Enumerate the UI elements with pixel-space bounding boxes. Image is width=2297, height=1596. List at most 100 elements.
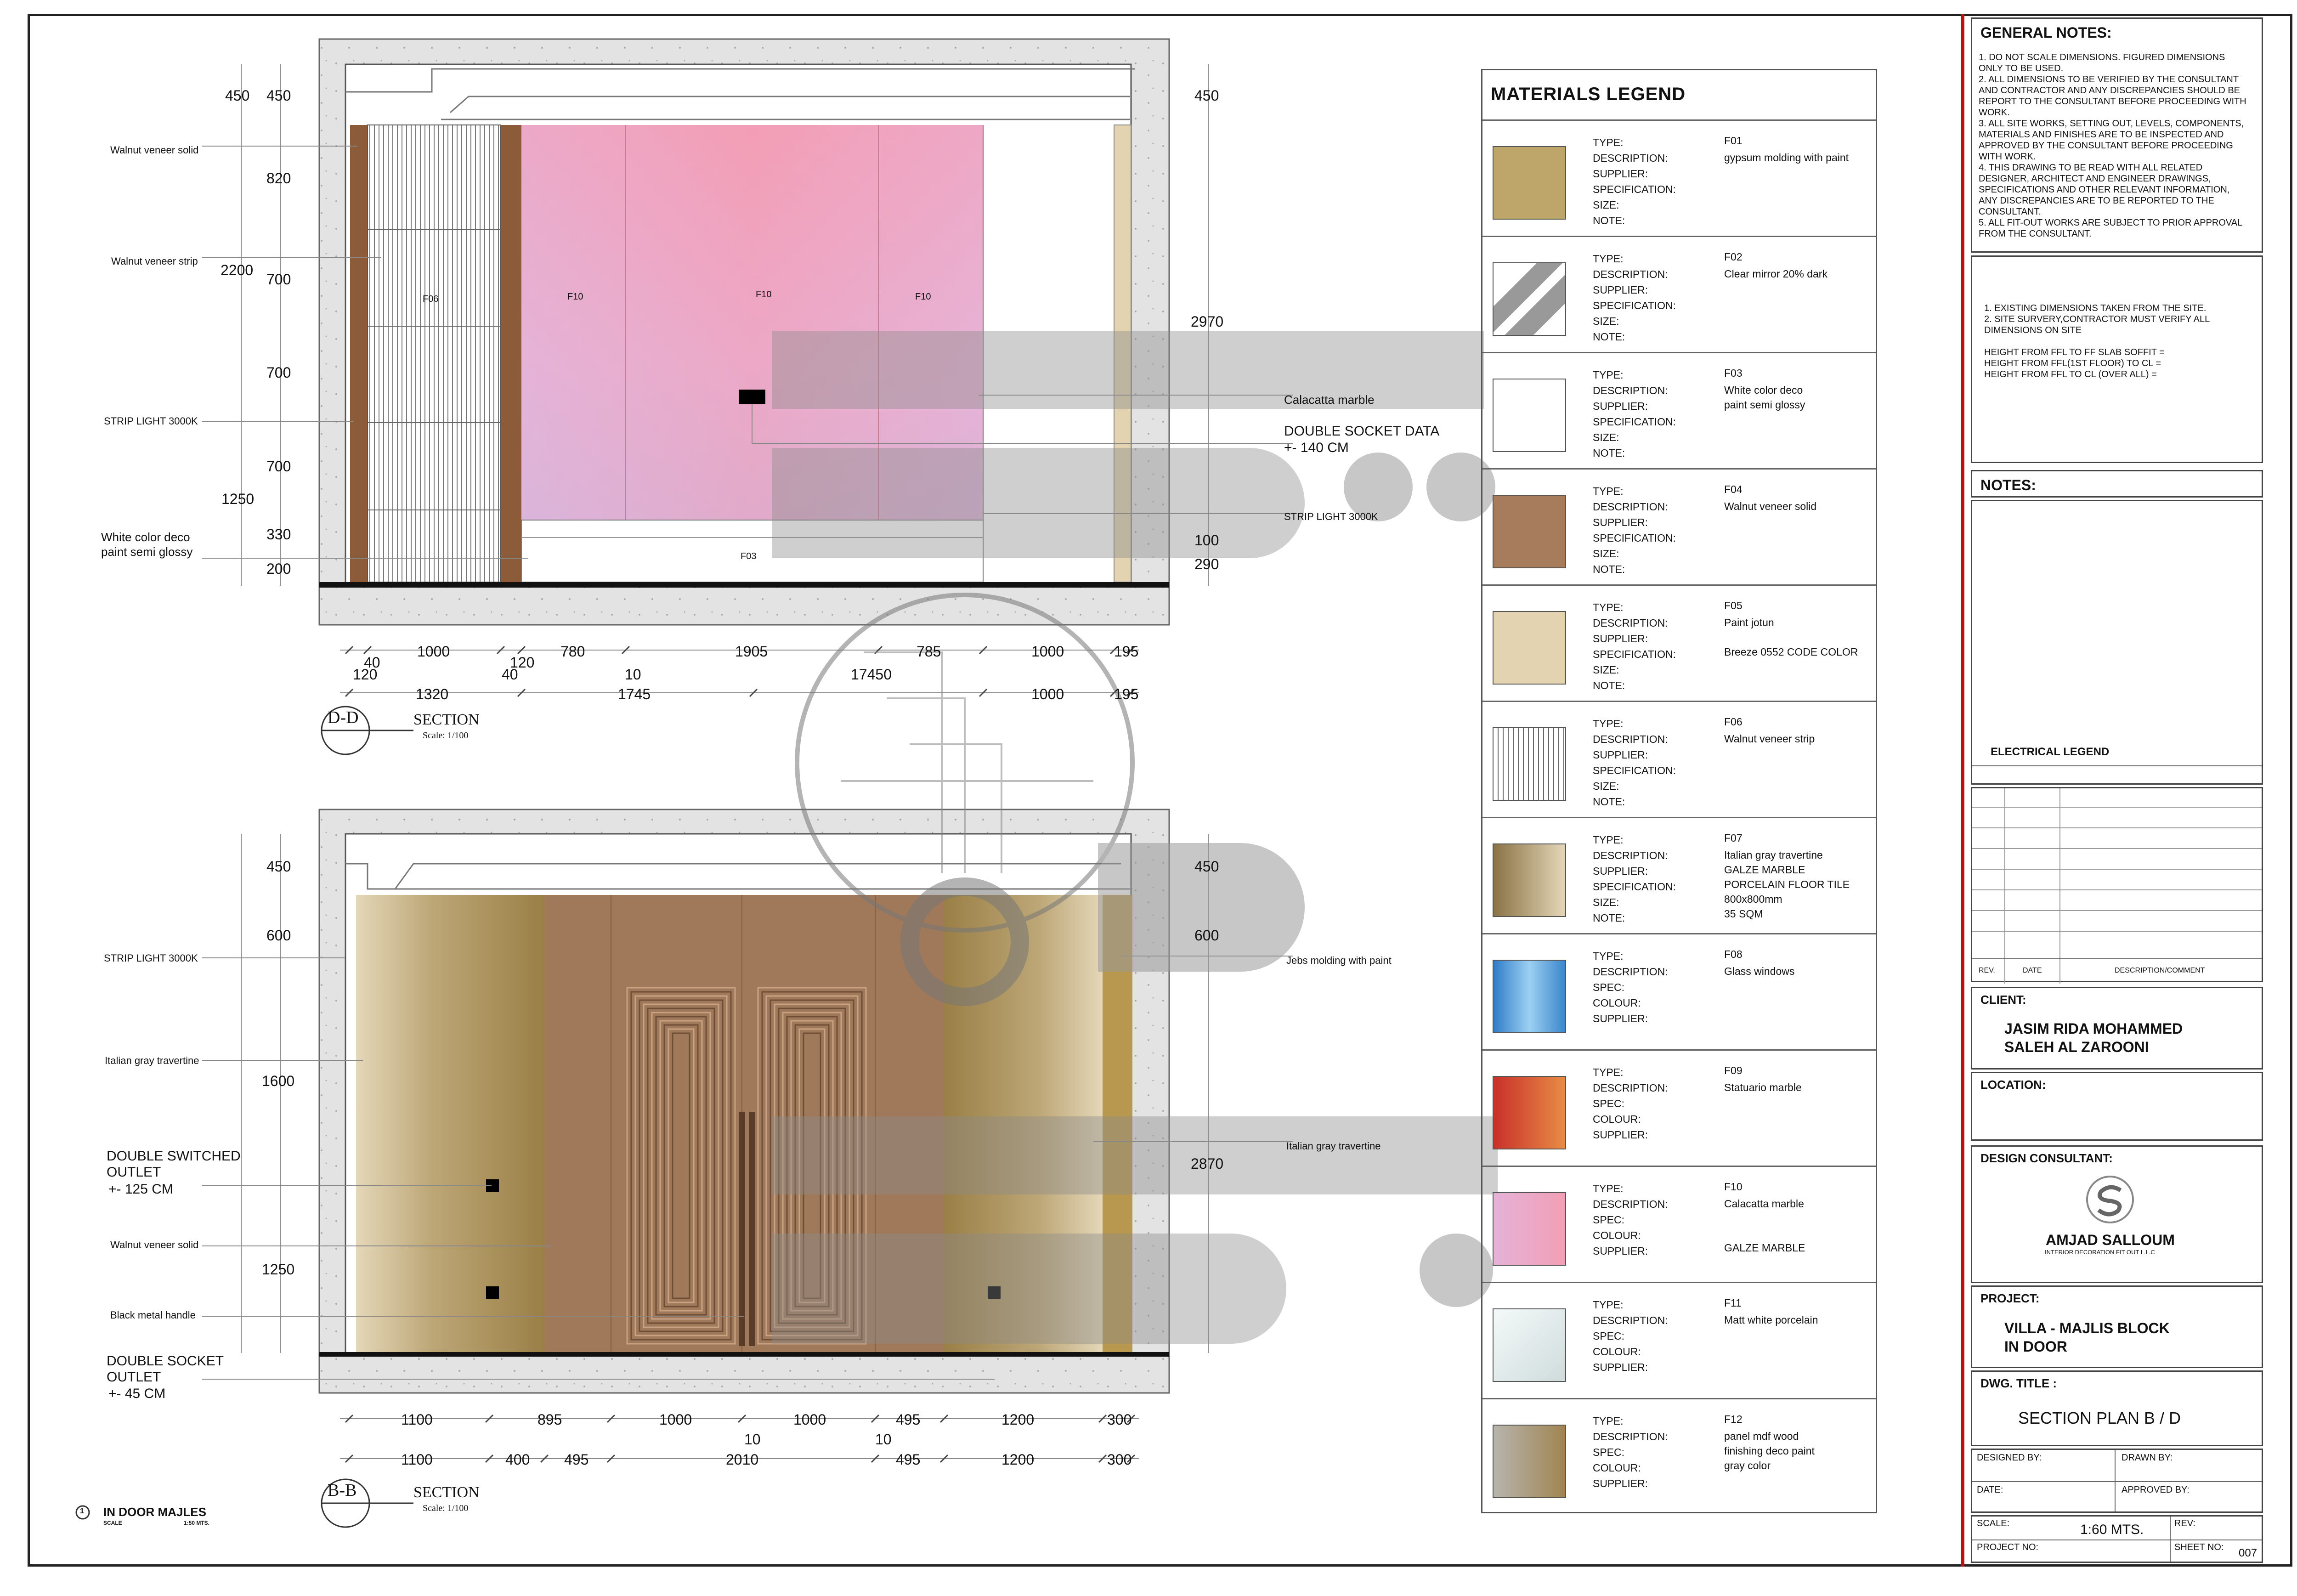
client-box: CLIENT: JASIM RIDA MOHAMMED SALEH AL ZAR… (1971, 987, 2263, 1070)
dim-left-outer: 2200 (221, 262, 254, 278)
label-walnut-solid: Walnut veneer solid (110, 144, 199, 156)
note-line: APPROVED BY THE CONSULTANT BEFORE PROCEE… (1979, 141, 2233, 151)
dim-left: 1600 (262, 1073, 295, 1089)
label-strip-light-right: STRIP LIGHT 3000K (1284, 511, 1378, 522)
section-scale-bb: Scale: 1/100 (423, 1503, 469, 1513)
note-line: MATERIALS AND FINISHES ARE TO BE INSPECT… (1979, 130, 2224, 140)
dimension-tick (1126, 645, 1136, 655)
note-line: 5. ALL FIT-OUT WORKS ARE SUBJECT TO PRIO… (1979, 218, 2243, 228)
material-swatch (1493, 727, 1566, 801)
dim-bottom: 1000 (417, 643, 450, 660)
note-line: WORK. (1979, 108, 2010, 118)
legend-description: Calacatta marble GALZE MARBLE (1724, 1198, 1805, 1254)
label-travertine-right: Italian gray travertine (1286, 1140, 1381, 1152)
dimension-tick (606, 1414, 616, 1423)
dim-right: 290 (1194, 556, 1219, 572)
dimension-tick (939, 1414, 949, 1423)
dimension-tick (979, 688, 988, 697)
dimension-tick (621, 645, 630, 655)
dim-bottom: 300 (1107, 1411, 1132, 1428)
dim-bottom: 195 (1114, 643, 1139, 660)
scale-value: 1:60 MTS. (2080, 1522, 2144, 1537)
dim-bottom-small: 10 (744, 1431, 761, 1448)
notes-area: ELECTRICAL LEGEND (1971, 500, 2263, 785)
label-socket-2: OUTLET (107, 1370, 161, 1385)
dim-left: 600 (266, 927, 291, 944)
dimension-tick (1098, 1414, 1107, 1423)
section-title-dd: SECTION (413, 711, 480, 728)
section-tag-bb: B-B (328, 1481, 357, 1500)
legend-description: Clear mirror 20% dark (1724, 268, 1827, 280)
note-line: HEIGHT FROM FFL TO CL (OVER ALL) = (1984, 369, 2157, 379)
section-dd-elevation (318, 38, 1170, 626)
materials-legend: MATERIALS LEGEND TYPE: DESCRIPTION: SUPPLI… (1481, 69, 1877, 1513)
dim-left: 330 (266, 526, 291, 543)
legend-keys: TYPE: DESCRIPTION: SUPPLIER: SPECIFICATION:… (1593, 136, 1676, 226)
signatures-box: DESIGNED BY: DRAWN BY: DATE: APPROVED BY… (1971, 1449, 2263, 1513)
dim-bottom-small: 120 (353, 666, 378, 683)
legend-item: TYPE: DESCRIPTION: SPEC: COLOUR: SUPPLIER: F1… (1482, 1166, 1876, 1282)
panel-label: F10 (567, 292, 583, 302)
dimension-tick (517, 688, 526, 697)
legend-description: Statuario marble (1724, 1081, 1802, 1093)
legend-keys: TYPE: DESCRIPTION: SUPPLIER: SPECIFICATION:… (1593, 369, 1676, 459)
dimension-tick (1109, 645, 1119, 655)
dim-left-outer: 450 (225, 87, 250, 104)
dim-right: 100 (1194, 532, 1219, 549)
legend-item: TYPE: DESCRIPTION: SUPPLIER: SPECIFICATION:… (1482, 119, 1876, 236)
dimension-ticks (345, 645, 1136, 1463)
legend-keys: TYPE: DESCRIPTION: SUPPLIER: SPECIFICATION:… (1593, 718, 1676, 808)
legend-code: F05 (1724, 600, 1743, 611)
legend-code: F04 (1724, 483, 1743, 495)
rev-header: DESCRIPTION/COMMENT (2115, 967, 2205, 974)
dimension-tick (1126, 688, 1136, 697)
dimension-tick (871, 1454, 880, 1463)
material-swatch (1493, 1425, 1566, 1498)
legend-description: Glass windows (1724, 965, 1795, 977)
label-switch-3: +- 125 CM (108, 1182, 173, 1197)
general-notes-title: GENERAL NOTES: (1980, 24, 2112, 41)
sheet-value: 007 (2239, 1547, 2257, 1559)
dimension-tick (939, 1454, 949, 1463)
legend-item: TYPE: DESCRIPTION: SUPPLIER: SPECIFICATION:… (1482, 817, 1876, 933)
dim-bottom-2: 495 (896, 1451, 921, 1468)
dim-bottom-2: 1000 (1031, 686, 1064, 702)
dim-right: 2970 (1191, 313, 1224, 330)
dimension-tick (345, 1454, 354, 1463)
dim-bottom-2: 1200 (1001, 1451, 1035, 1468)
label-switch-2: OUTLET (107, 1165, 161, 1180)
legend-item: TYPE: DESCRIPTION: SPEC: COLOUR: SUPPLIER: F1… (1482, 1398, 1876, 1514)
dim-left: 1250 (262, 1261, 295, 1278)
dimension-lines (202, 64, 1293, 1459)
note-line: FROM THE CONSULTANT. (1979, 229, 2092, 239)
legend-keys: TYPE: DESCRIPTION: SPEC: COLOUR: SUPPLIER: (1593, 1066, 1668, 1141)
label-white-paint-2: paint semi glossy (101, 545, 193, 559)
dimension-tick (749, 688, 758, 697)
legend-keys: TYPE: DESCRIPTION: SPEC: COLOUR: SUPPLIER: (1593, 1415, 1668, 1489)
legend-code: F08 (1724, 948, 1743, 960)
note-line: ANY DISCREPANCIES ARE TO BE REPORTED TO … (1979, 196, 2214, 206)
legend-item: TYPE: DESCRIPTION: SPEC: COLOUR: SUPPLIER: F1… (1482, 1282, 1876, 1398)
label-socket-data-2: +- 140 CM (1284, 440, 1349, 455)
dimension-tick (496, 645, 505, 655)
legend-description: Walnut veneer solid (1724, 500, 1817, 512)
key-tag-scale-label: SCALE (103, 1520, 122, 1526)
dim-bottom: 895 (537, 1411, 562, 1428)
dimension-tick (517, 645, 526, 655)
dimension-tick (485, 1414, 494, 1423)
dim-left-outer: 1250 (221, 491, 255, 507)
door-panel-right (757, 987, 867, 1345)
label-calacatta: Calacatta marble (1284, 393, 1375, 407)
panel-label: F03 (741, 551, 757, 561)
legend-item: TYPE: DESCRIPTION: SUPPLIER: SPECIFICATION:… (1482, 468, 1876, 584)
dim-bottom-2: 1745 (618, 686, 651, 702)
dim-left: 820 (266, 170, 291, 187)
label-travertine: Italian gray travertine (105, 1055, 199, 1066)
dim-bottom-2: 1100 (401, 1451, 433, 1468)
section-scale-dd: Scale: 1/100 (423, 730, 469, 741)
note-line: SPECIFICATIONS AND OTHER RELEVANT INFORM… (1979, 185, 2230, 195)
dim-left: 700 (266, 271, 291, 288)
material-swatch (1493, 843, 1566, 917)
dimension-tick (345, 688, 354, 697)
